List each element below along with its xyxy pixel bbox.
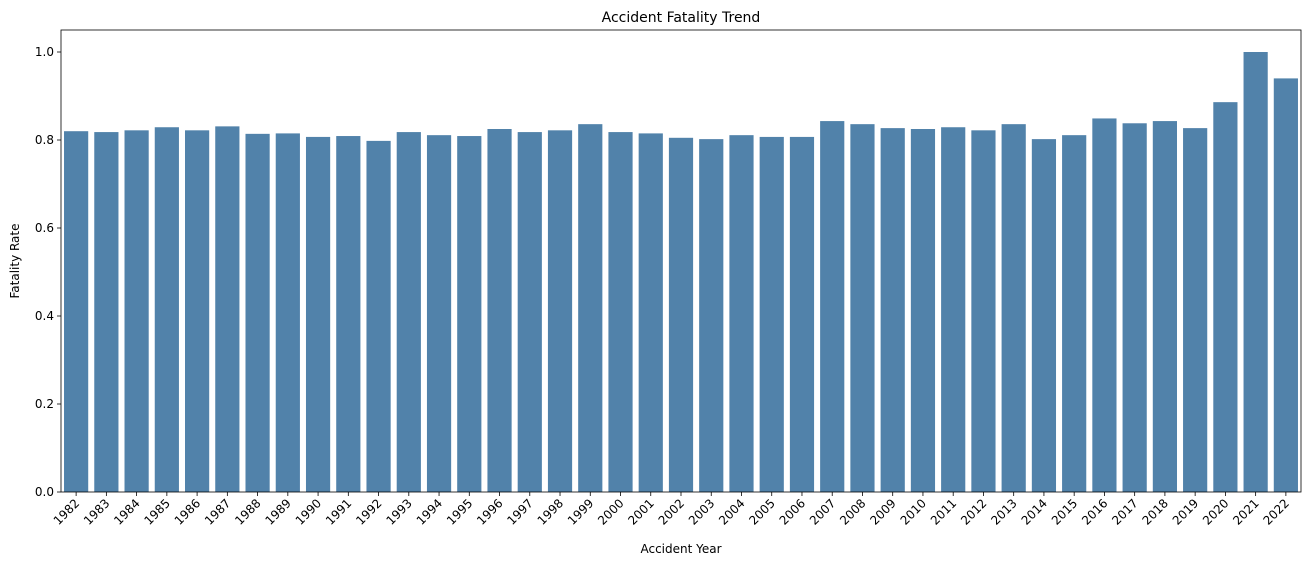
x-tick-label: 1985	[141, 496, 172, 527]
x-tick-label: 1982	[51, 496, 82, 527]
bar-2001	[638, 133, 663, 492]
y-axis-label: Fatality Rate	[8, 223, 22, 298]
bar-1988	[245, 133, 270, 492]
bar-2017	[1122, 123, 1147, 492]
x-axis-label: Accident Year	[640, 542, 721, 556]
x-axis-ticks: 1982198319841985198619871988198919901991…	[51, 492, 1292, 528]
bar-1983	[94, 132, 119, 492]
x-tick-label: 1994	[414, 496, 445, 527]
bar-2020	[1213, 102, 1238, 492]
bar-2011	[941, 127, 966, 493]
x-tick-label: 1993	[383, 496, 414, 527]
bar-1991	[336, 136, 361, 493]
x-tick-label: 2004	[716, 496, 747, 527]
x-tick-label: 1992	[353, 496, 384, 527]
x-tick-label: 2011	[928, 496, 959, 527]
x-tick-label: 2019	[1170, 496, 1201, 527]
x-tick-label: 2009	[867, 496, 898, 527]
plot-frame	[60, 29, 1302, 493]
x-tick-label: 1989	[262, 496, 293, 527]
bar-2016	[1092, 118, 1117, 492]
x-tick-label: 2014	[1019, 496, 1050, 527]
bar-1998	[547, 130, 573, 492]
bar-1992	[366, 140, 391, 492]
y-tick-label: 0.8	[35, 133, 54, 147]
bar-1982	[64, 131, 89, 492]
bar-2021	[1243, 52, 1268, 492]
bar-1995	[457, 136, 482, 493]
bar-2014	[1031, 139, 1057, 492]
bar-1985	[154, 127, 179, 493]
x-tick-label: 1991	[323, 496, 354, 527]
bar-2008	[850, 124, 875, 492]
bar-1987	[215, 126, 240, 493]
x-tick-label: 2017	[1109, 496, 1140, 527]
bar-2013	[1001, 124, 1026, 492]
x-tick-label: 2005	[746, 496, 777, 527]
y-axis-ticks: 0.0 0.2 0.4 0.6 0.8 1.0	[35, 45, 61, 499]
x-tick-label: 1999	[565, 496, 596, 527]
bar-2019	[1183, 128, 1208, 492]
x-tick-label: 2013	[988, 496, 1019, 527]
x-tick-label: 2001	[625, 496, 656, 527]
x-tick-label: 1988	[232, 496, 263, 527]
bar-1996	[487, 129, 512, 492]
x-tick-label: 2007	[807, 496, 838, 527]
x-tick-label: 1995	[444, 496, 475, 527]
bars-group	[64, 52, 1298, 493]
bar-1990	[305, 136, 331, 493]
bar-1994	[426, 135, 452, 492]
bar-1989	[275, 133, 300, 492]
y-tick-label: 1.0	[35, 45, 54, 59]
x-tick-label: 1997	[504, 496, 535, 527]
x-tick-label: 2022	[1261, 496, 1292, 527]
x-tick-label: 2006	[777, 496, 808, 527]
bar-1993	[396, 132, 421, 492]
bar-1997	[517, 132, 542, 492]
bar-2009	[880, 128, 905, 492]
y-tick-label: 0.0	[35, 485, 54, 499]
x-tick-label: 2021	[1230, 496, 1261, 527]
bar-2003	[699, 139, 724, 492]
x-tick-label: 2000	[595, 496, 626, 527]
x-tick-label: 1998	[535, 496, 566, 527]
bar-1999	[578, 124, 603, 492]
bar-2006	[789, 136, 815, 493]
bar-1986	[185, 130, 210, 492]
x-tick-label: 1984	[111, 496, 142, 527]
bar-2000	[608, 132, 633, 492]
x-tick-label: 1996	[474, 496, 505, 527]
bar-2005	[759, 136, 784, 493]
x-tick-label: 2015	[1049, 496, 1080, 527]
bar-2018	[1152, 121, 1177, 492]
x-tick-label: 1986	[172, 496, 203, 527]
x-tick-label: 2016	[1079, 496, 1110, 527]
bar-2015	[1062, 135, 1087, 492]
x-tick-label: 2012	[958, 496, 989, 527]
bar-2010	[910, 129, 936, 492]
y-tick-label: 0.6	[35, 221, 54, 235]
y-tick-label: 0.2	[35, 397, 54, 411]
x-tick-label: 2020	[1200, 496, 1231, 527]
x-tick-label: 2018	[1140, 496, 1171, 527]
bar-2007	[820, 121, 845, 492]
bar-2004	[729, 135, 754, 492]
bar-2022	[1273, 78, 1298, 493]
x-tick-label: 1983	[81, 496, 112, 527]
bar-1984	[124, 130, 149, 492]
chart-title: Accident Fatality Trend	[602, 10, 761, 26]
x-tick-label: 1990	[293, 496, 324, 527]
bar-2002	[668, 137, 694, 493]
x-tick-label: 1987	[202, 496, 233, 527]
x-tick-label: 2003	[686, 496, 717, 527]
x-tick-label: 2010	[898, 496, 929, 527]
x-tick-label: 2008	[837, 496, 868, 527]
bar-2012	[971, 130, 996, 492]
x-tick-label: 2002	[656, 496, 687, 527]
y-tick-label: 0.4	[35, 309, 54, 323]
